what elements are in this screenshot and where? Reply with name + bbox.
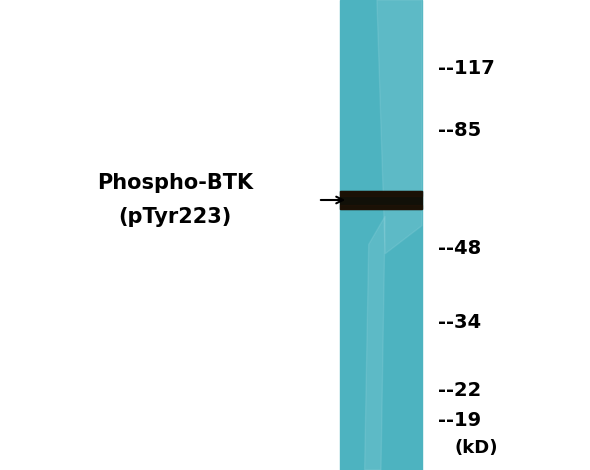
- Bar: [340, 191, 422, 196]
- Text: (pTyr223): (pTyr223): [119, 207, 232, 227]
- Bar: [340, 191, 422, 209]
- Text: --19: --19: [438, 410, 481, 430]
- Text: --48: --48: [438, 238, 481, 258]
- Bar: [340, 0, 422, 470]
- Text: --22: --22: [438, 381, 481, 400]
- Bar: [340, 204, 422, 209]
- Polygon shape: [365, 216, 385, 470]
- Text: (kD): (kD): [455, 439, 499, 457]
- Text: --85: --85: [438, 120, 481, 140]
- Text: Phospho-BTK: Phospho-BTK: [97, 173, 253, 193]
- Text: --117: --117: [438, 58, 495, 78]
- Polygon shape: [377, 0, 422, 254]
- Text: --34: --34: [438, 313, 481, 332]
